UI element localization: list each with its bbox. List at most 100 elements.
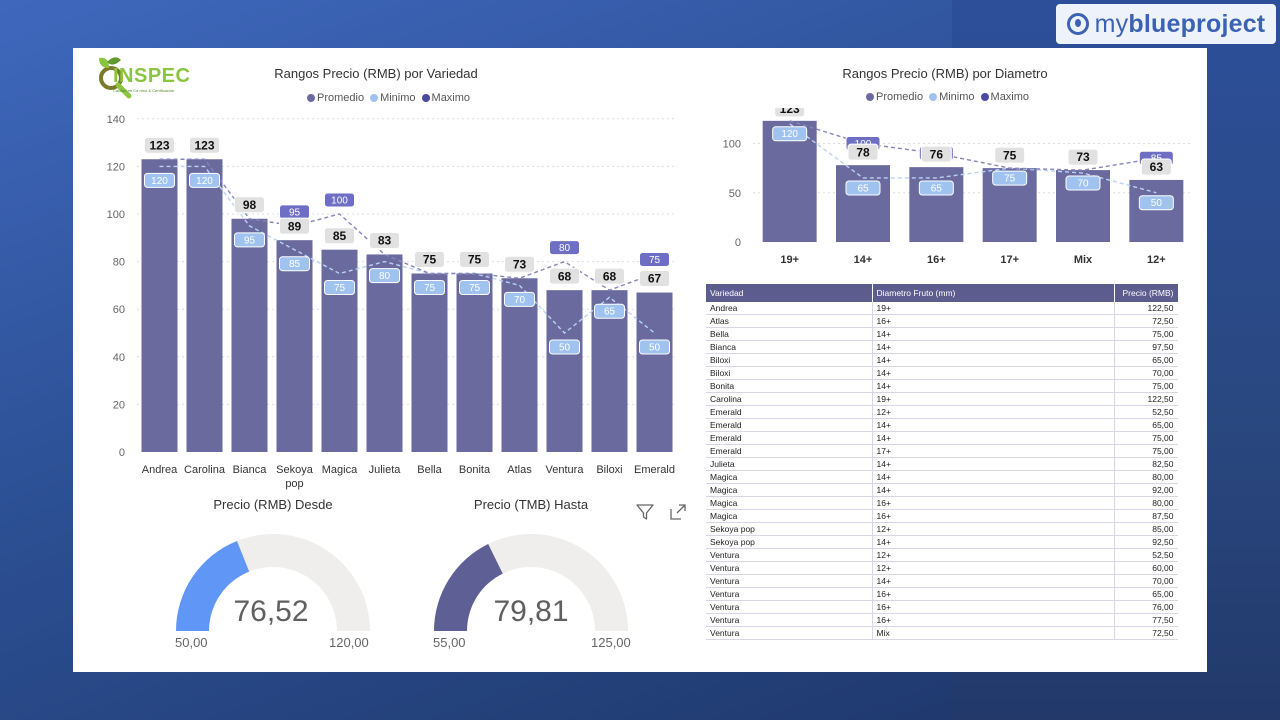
legend2-promedio[interactable]: Promedio: [866, 91, 923, 103]
x-category-label: 17+: [1000, 254, 1019, 266]
label-promedio-box: [144, 136, 175, 154]
gauge1-value: 76,52: [233, 595, 309, 628]
bar-promedio: [411, 273, 448, 452]
cell-diametro: 14+: [872, 379, 1115, 393]
table-row: Magica 14+ 80,00: [706, 470, 1178, 484]
cell-variedad: Emerald: [706, 405, 873, 419]
label-promedio: 76: [930, 147, 944, 161]
cell-diametro: 16+: [872, 613, 1115, 627]
label-minimo-box: [594, 303, 625, 319]
table-row: Carolina 19+ 122,50: [706, 392, 1178, 406]
y-tick-label: 100: [723, 139, 741, 151]
label-maximo-box: [639, 252, 670, 267]
cell-precio: 76,00: [1114, 600, 1178, 614]
label-promedio: 123: [149, 138, 169, 152]
label-promedio-box: [459, 251, 490, 268]
focus-mode-icon[interactable]: [668, 502, 688, 522]
label-promedio-box: [1140, 158, 1172, 176]
cell-precio: 75,00: [1114, 431, 1178, 445]
magnifier-leaf-icon: [99, 57, 132, 99]
cell-diametro: 17+: [872, 444, 1115, 458]
cell-precio: 77,50: [1114, 613, 1178, 627]
cell-variedad: Ventura: [706, 600, 873, 614]
x-category-label: Sekoya: [276, 464, 314, 476]
col-header-variedad[interactable]: Variedad: [706, 284, 873, 302]
legend2-minimo[interactable]: Minimo: [929, 91, 975, 103]
label-minimo-box: [845, 180, 881, 196]
chart2-title: Rangos Precio (RMB) por Diametro: [842, 66, 1048, 81]
cell-variedad: Magica: [706, 509, 873, 523]
label-minimo: 70: [514, 295, 526, 306]
table-row: Ventura 12+ 52,50: [706, 548, 1178, 562]
label-minimo: 75: [1004, 174, 1016, 185]
label-minimo-box: [279, 256, 310, 272]
legend-minimo[interactable]: Minimo: [370, 92, 416, 104]
table-row: Andrea 19+ 122,50: [706, 302, 1178, 315]
legend2-maximo[interactable]: Maximo: [980, 91, 1029, 103]
col-header-diametro[interactable]: Diametro Fruto (mm): [872, 284, 1115, 302]
cell-variedad: Andrea: [706, 302, 873, 315]
cell-diametro: 14+: [872, 340, 1115, 354]
label-minimo: 75: [424, 283, 436, 294]
cell-diametro: 16+: [872, 314, 1115, 328]
col-header-precio[interactable]: Precio (RMB): [1114, 284, 1178, 302]
cell-diametro: 12+: [872, 405, 1115, 419]
legend-maximo[interactable]: Maximo: [421, 92, 470, 104]
cell-precio: 75,00: [1114, 444, 1178, 458]
logo-tagline: Calidad en Ca ntrol & Certificación: [113, 88, 175, 93]
cell-variedad: Magica: [706, 496, 873, 510]
y-tick-label: 100: [107, 209, 125, 221]
table-row: Bonita 14+ 75,00: [706, 379, 1178, 393]
label-minimo: 75: [334, 283, 346, 294]
x-category-label: Bonita: [459, 464, 491, 476]
cell-variedad: Emerald: [706, 431, 873, 445]
y-tick-label: 60: [113, 304, 125, 316]
label-promedio: 63: [1150, 160, 1164, 174]
label-promedio: 123: [780, 108, 800, 116]
cell-variedad: Ventura: [706, 548, 873, 562]
label-promedio-box: [994, 146, 1026, 164]
cell-variedad: Ventura: [706, 613, 873, 627]
label-minimo: 50: [559, 342, 571, 353]
chart1-title: Rangos Precio (RMB) por Variedad: [274, 66, 478, 81]
table-row: Ventura 16+ 65,00: [706, 587, 1178, 601]
cell-variedad: Carolina: [706, 392, 873, 406]
label-minimo: 75: [469, 283, 481, 294]
table-row: Sekoya pop 12+ 85,00: [706, 522, 1178, 536]
cell-precio: 92,50: [1114, 535, 1178, 549]
cell-variedad: Ventura: [706, 587, 873, 601]
inspec-logo: INSPEC Calidad en Ca ntrol & Certificaci…: [85, 52, 195, 100]
bar-promedio: [546, 290, 583, 452]
cell-variedad: Biloxi: [706, 366, 873, 380]
label-minimo-box: [1138, 195, 1174, 211]
legend-promedio[interactable]: Promedio: [307, 92, 364, 104]
myblueproject-logo: myblueproject: [1056, 4, 1276, 44]
cell-diametro: 12+: [872, 522, 1115, 536]
label-promedio-box: [414, 251, 445, 268]
brand-prefix: my: [1094, 9, 1129, 38]
gauge2-max-label: 125,00: [591, 635, 631, 650]
label-minimo: 95: [244, 235, 256, 246]
label-minimo-box: [414, 280, 445, 295]
cell-diametro: 14+: [872, 353, 1115, 367]
bar-promedio: [186, 159, 223, 452]
cell-variedad: Ventura: [706, 574, 873, 588]
bar-promedio: [141, 159, 178, 452]
x-category-label: Julieta: [369, 464, 402, 476]
cell-diametro: 19+: [872, 302, 1115, 315]
table-row: Emerald 12+ 52,50: [706, 405, 1178, 419]
filter-icon[interactable]: [635, 502, 655, 522]
cell-variedad: Biloxi: [706, 353, 873, 367]
label-maximo: 100: [331, 195, 348, 206]
table-row: Magica 16+ 87,50: [706, 509, 1178, 523]
label-promedio: 98: [243, 198, 257, 212]
table-row: Magica 14+ 92,00: [706, 483, 1178, 497]
cell-variedad: Magica: [706, 483, 873, 497]
gauge1-max-label: 120,00: [329, 635, 369, 650]
table-row: Julieta 14+ 82,50: [706, 457, 1178, 471]
bar-promedio: [909, 167, 964, 242]
label-minimo: 65: [931, 183, 943, 194]
label-promedio-box: [189, 136, 220, 154]
x-category-label: 16+: [927, 254, 946, 266]
cell-diametro: 14+: [872, 535, 1115, 549]
